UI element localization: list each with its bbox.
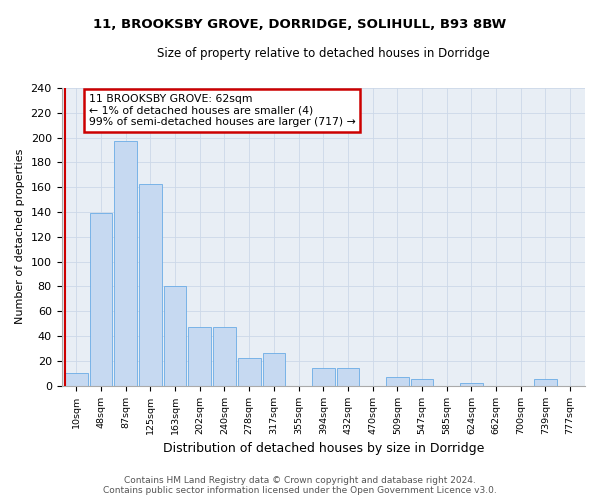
Text: 11 BROOKSBY GROVE: 62sqm
← 1% of detached houses are smaller (4)
99% of semi-det: 11 BROOKSBY GROVE: 62sqm ← 1% of detache…	[89, 94, 355, 128]
X-axis label: Distribution of detached houses by size in Dorridge: Distribution of detached houses by size …	[163, 442, 484, 455]
Bar	[534, 380, 557, 386]
Bar	[410, 380, 433, 386]
Bar	[386, 377, 409, 386]
Bar	[337, 368, 359, 386]
Bar	[65, 373, 88, 386]
Bar	[89, 214, 112, 386]
Bar	[139, 184, 162, 386]
Bar	[115, 142, 137, 386]
Bar	[238, 358, 260, 386]
Bar	[188, 328, 211, 386]
Text: Contains public sector information licensed under the Open Government Licence v3: Contains public sector information licen…	[103, 486, 497, 495]
Title: Size of property relative to detached houses in Dorridge: Size of property relative to detached ho…	[157, 48, 490, 60]
Bar	[164, 286, 187, 386]
Bar	[263, 354, 285, 386]
Bar	[460, 383, 483, 386]
Y-axis label: Number of detached properties: Number of detached properties	[15, 149, 25, 324]
Bar	[312, 368, 335, 386]
Bar	[213, 328, 236, 386]
Text: Contains HM Land Registry data © Crown copyright and database right 2024.: Contains HM Land Registry data © Crown c…	[124, 476, 476, 485]
Text: 11, BROOKSBY GROVE, DORRIDGE, SOLIHULL, B93 8BW: 11, BROOKSBY GROVE, DORRIDGE, SOLIHULL, …	[94, 18, 506, 30]
